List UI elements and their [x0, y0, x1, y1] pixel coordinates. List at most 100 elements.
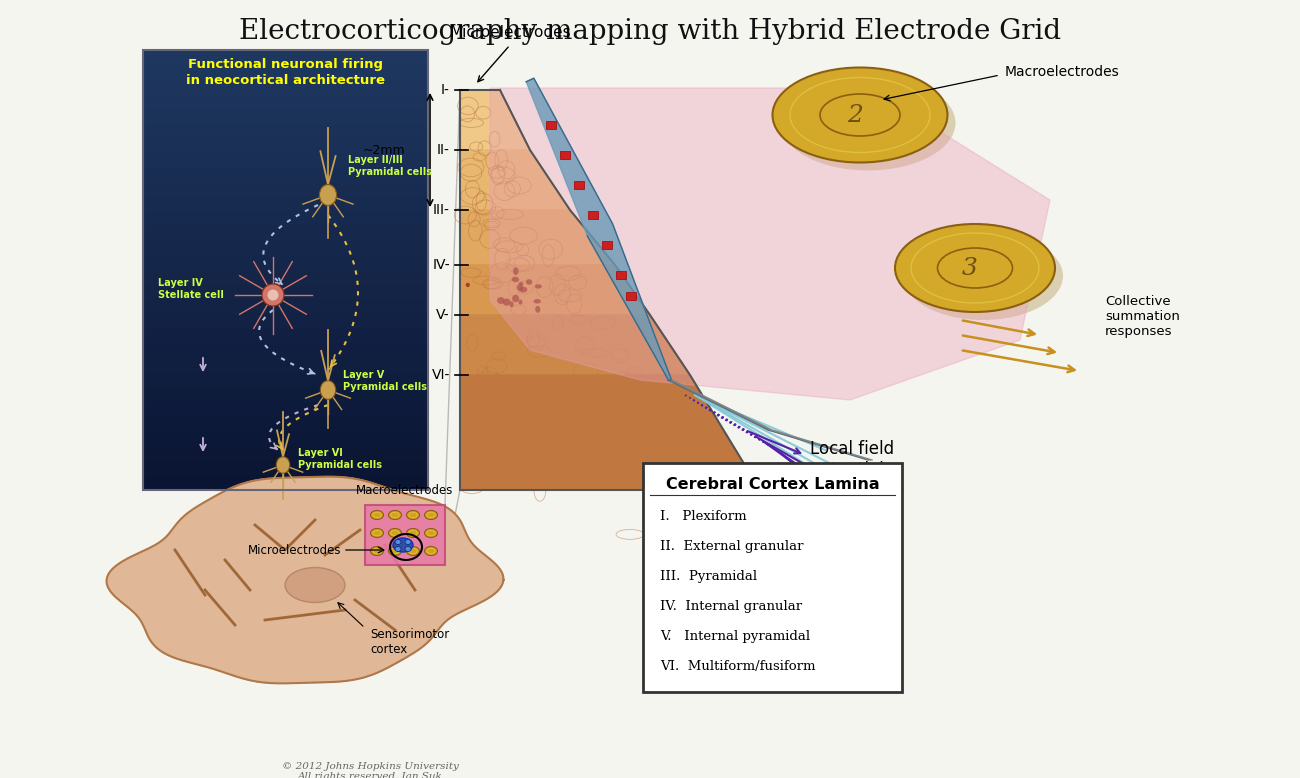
- Ellipse shape: [519, 300, 523, 304]
- Ellipse shape: [320, 380, 335, 399]
- Bar: [588, 211, 598, 219]
- Polygon shape: [460, 90, 530, 150]
- Bar: [625, 292, 636, 300]
- Text: VI-: VI-: [432, 368, 450, 382]
- FancyBboxPatch shape: [644, 463, 902, 692]
- Bar: [143, 94, 428, 109]
- Polygon shape: [460, 265, 650, 315]
- Text: Functional neuronal firing
in neocortical architecture: Functional neuronal firing in neocortica…: [186, 58, 385, 87]
- Text: Macroelectrodes: Macroelectrodes: [1005, 65, 1119, 79]
- Bar: [143, 226, 428, 240]
- Bar: [143, 65, 428, 79]
- Ellipse shape: [406, 539, 411, 545]
- Ellipse shape: [370, 510, 383, 520]
- Polygon shape: [460, 315, 690, 375]
- Ellipse shape: [425, 510, 438, 520]
- Bar: [602, 241, 612, 249]
- Bar: [616, 271, 627, 279]
- Ellipse shape: [285, 567, 344, 602]
- Ellipse shape: [533, 299, 541, 303]
- Bar: [546, 121, 556, 129]
- Text: I-: I-: [441, 83, 450, 97]
- Bar: [143, 50, 428, 490]
- Ellipse shape: [497, 297, 504, 304]
- Bar: [143, 152, 428, 167]
- Text: VI.  Multiform/fusiform: VI. Multiform/fusiform: [660, 660, 815, 673]
- Bar: [143, 167, 428, 182]
- Bar: [143, 417, 428, 431]
- Ellipse shape: [370, 528, 383, 538]
- Ellipse shape: [465, 282, 469, 287]
- Polygon shape: [460, 375, 760, 490]
- Bar: [143, 285, 428, 300]
- Text: Microelectrodes: Microelectrodes: [450, 25, 571, 40]
- Bar: [143, 343, 428, 358]
- Text: Collective
summation
responses: Collective summation responses: [1105, 295, 1180, 338]
- Ellipse shape: [772, 68, 948, 163]
- Ellipse shape: [517, 284, 523, 291]
- Text: III.  Pyramidal: III. Pyramidal: [660, 570, 757, 583]
- Bar: [143, 446, 428, 461]
- Bar: [143, 314, 428, 328]
- Text: Layer II/III
Pyramidal cells: Layer II/III Pyramidal cells: [348, 155, 432, 177]
- Bar: [560, 151, 569, 159]
- Text: Layer V
Pyramidal cells: Layer V Pyramidal cells: [343, 370, 426, 391]
- Bar: [143, 358, 428, 373]
- Polygon shape: [460, 210, 615, 265]
- Bar: [143, 373, 428, 387]
- Bar: [143, 270, 428, 285]
- Ellipse shape: [780, 75, 956, 170]
- Text: V-: V-: [437, 308, 450, 322]
- Bar: [143, 182, 428, 197]
- Bar: [143, 328, 428, 343]
- Text: 2: 2: [848, 103, 863, 127]
- Polygon shape: [107, 477, 503, 683]
- Text: II-: II-: [437, 143, 450, 157]
- Text: 3: 3: [962, 257, 978, 279]
- Bar: [143, 197, 428, 212]
- Bar: [575, 181, 584, 189]
- Ellipse shape: [894, 224, 1056, 312]
- Ellipse shape: [510, 301, 514, 307]
- Bar: [143, 138, 428, 152]
- Ellipse shape: [395, 539, 400, 545]
- Text: Microelectrodes: Microelectrodes: [247, 544, 341, 556]
- Ellipse shape: [268, 289, 278, 300]
- Ellipse shape: [320, 184, 337, 205]
- Bar: [143, 300, 428, 314]
- Ellipse shape: [525, 279, 532, 285]
- Ellipse shape: [407, 510, 420, 520]
- Text: I.   Plexiform: I. Plexiform: [660, 510, 746, 523]
- Text: ~2mm: ~2mm: [363, 143, 406, 156]
- Text: Layer VI
Pyramidal cells: Layer VI Pyramidal cells: [298, 448, 382, 470]
- Ellipse shape: [512, 277, 519, 282]
- Bar: [143, 431, 428, 446]
- Text: V.   Internal pyramidal: V. Internal pyramidal: [660, 630, 810, 643]
- Ellipse shape: [395, 546, 400, 552]
- Ellipse shape: [503, 299, 511, 306]
- Text: Layer IV
Stellate cell: Layer IV Stellate cell: [159, 278, 224, 300]
- Ellipse shape: [534, 284, 542, 289]
- Polygon shape: [526, 79, 671, 380]
- Polygon shape: [490, 88, 1050, 400]
- Text: Cerebral Cortex Lamina: Cerebral Cortex Lamina: [666, 477, 879, 492]
- Bar: [143, 79, 428, 94]
- Ellipse shape: [407, 528, 420, 538]
- Ellipse shape: [425, 528, 438, 538]
- Bar: [143, 212, 428, 226]
- Bar: [143, 109, 428, 124]
- Text: Local field
potential
recording: Local field potential recording: [810, 440, 894, 499]
- Text: III-: III-: [433, 203, 450, 217]
- Ellipse shape: [263, 284, 283, 306]
- Text: Electrocorticography mapping with Hybrid Electrode Grid: Electrocorticography mapping with Hybrid…: [239, 18, 1061, 45]
- Bar: [365, 505, 445, 565]
- Ellipse shape: [389, 528, 402, 538]
- Ellipse shape: [512, 295, 519, 303]
- Ellipse shape: [519, 286, 528, 293]
- Bar: [143, 255, 428, 270]
- Ellipse shape: [389, 510, 402, 520]
- Ellipse shape: [276, 457, 290, 473]
- Text: Sensorimotor
cortex: Sensorimotor cortex: [370, 628, 450, 656]
- Ellipse shape: [903, 232, 1063, 320]
- Bar: [143, 402, 428, 417]
